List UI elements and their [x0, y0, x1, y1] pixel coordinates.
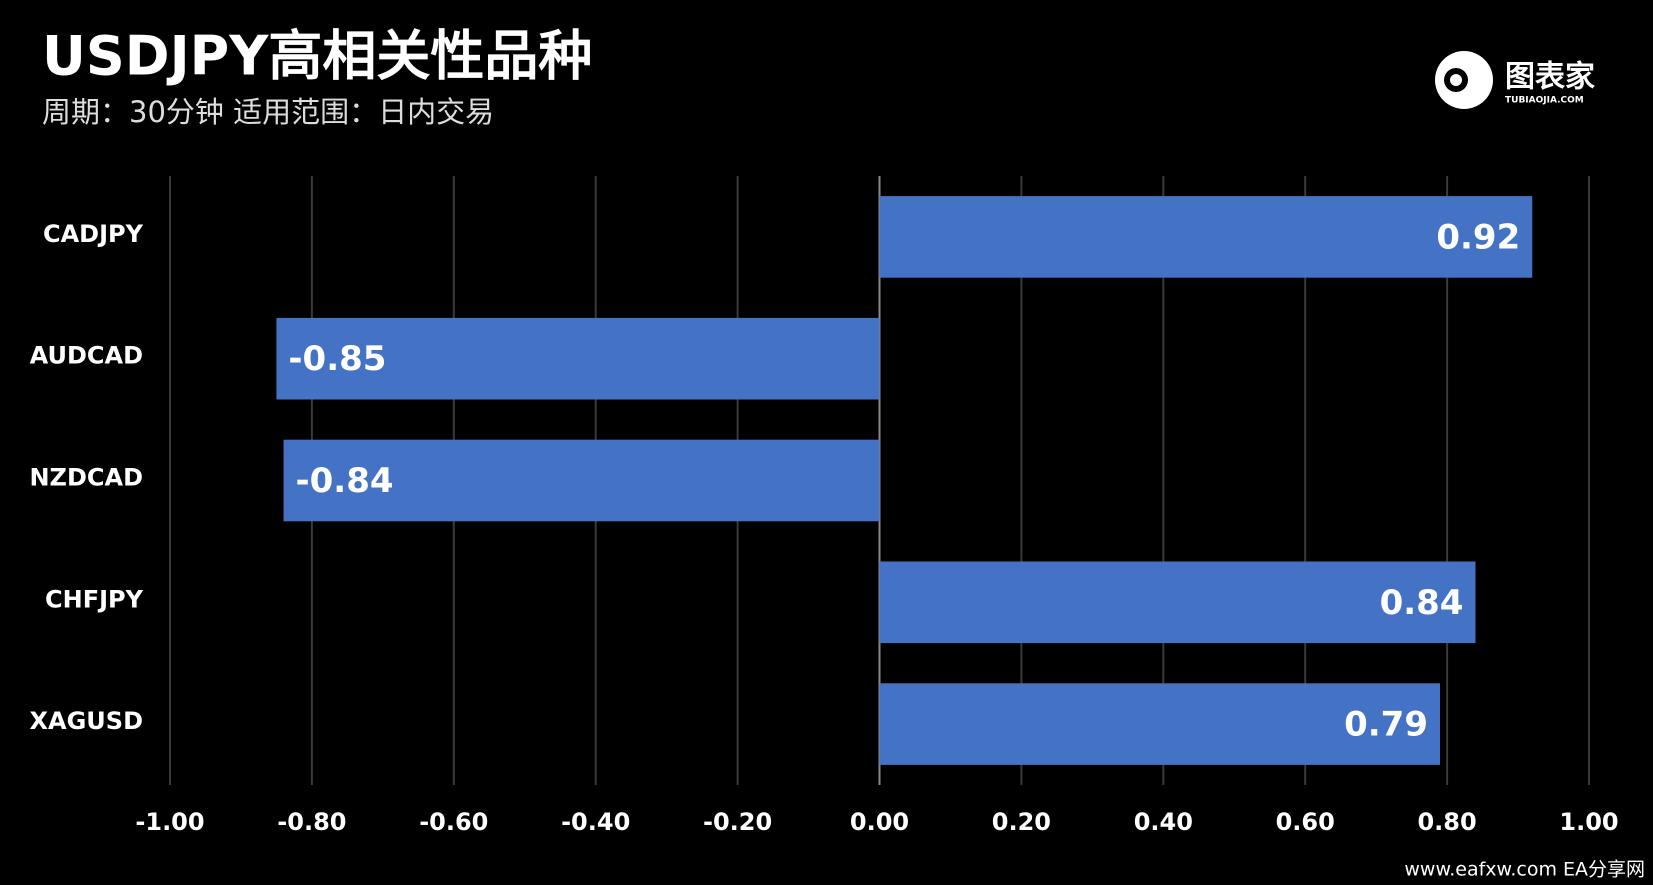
- x-tick-label: -0.20: [703, 808, 772, 836]
- bar: [276, 317, 880, 400]
- bar: [879, 196, 1533, 278]
- bar: [879, 561, 1476, 644]
- logo-name: 图表家: [1505, 60, 1595, 95]
- value-label: -0.84: [296, 461, 394, 501]
- bar: [283, 439, 880, 522]
- x-tick-label: 1.00: [1559, 808, 1618, 836]
- x-tick-label: -0.40: [561, 808, 630, 836]
- value-label: 0.92: [1436, 217, 1520, 257]
- value-label: 0.79: [1344, 705, 1428, 745]
- watermark: www.eafxw.com EA分享网: [1404, 859, 1645, 881]
- value-label: 0.84: [1380, 583, 1464, 623]
- x-tick-label: -0.60: [419, 808, 488, 836]
- x-tick-label: 0.60: [1276, 808, 1335, 836]
- x-tick-label: 0.80: [1417, 808, 1476, 836]
- y-tick-label: CADJPY: [43, 220, 144, 248]
- x-tick-label: 0.40: [1134, 808, 1193, 836]
- value-label: -0.85: [288, 339, 386, 379]
- y-tick-label: NZDCAD: [29, 464, 143, 492]
- logo-site: TUBIAOJIA.COM: [1505, 96, 1584, 106]
- x-tick-label: 0.00: [850, 808, 909, 836]
- logo-icon-pupil: [1450, 74, 1462, 86]
- logo: 图表家 TUBIAOJIA.COM: [1435, 51, 1595, 109]
- chart-subtitle: 周期：30分钟 适用范围：日内交易: [42, 95, 494, 129]
- x-tick-label: 0.20: [992, 808, 1051, 836]
- y-tick-label: XAGUSD: [30, 707, 143, 735]
- y-tick-label: CHFJPY: [45, 585, 144, 613]
- bar: [879, 683, 1441, 765]
- chart-title: USDJPY高相关性品种: [42, 25, 592, 88]
- x-tick-label: -0.80: [277, 808, 346, 836]
- x-tick-label: -1.00: [135, 808, 204, 836]
- y-tick-label: AUDCAD: [30, 342, 143, 370]
